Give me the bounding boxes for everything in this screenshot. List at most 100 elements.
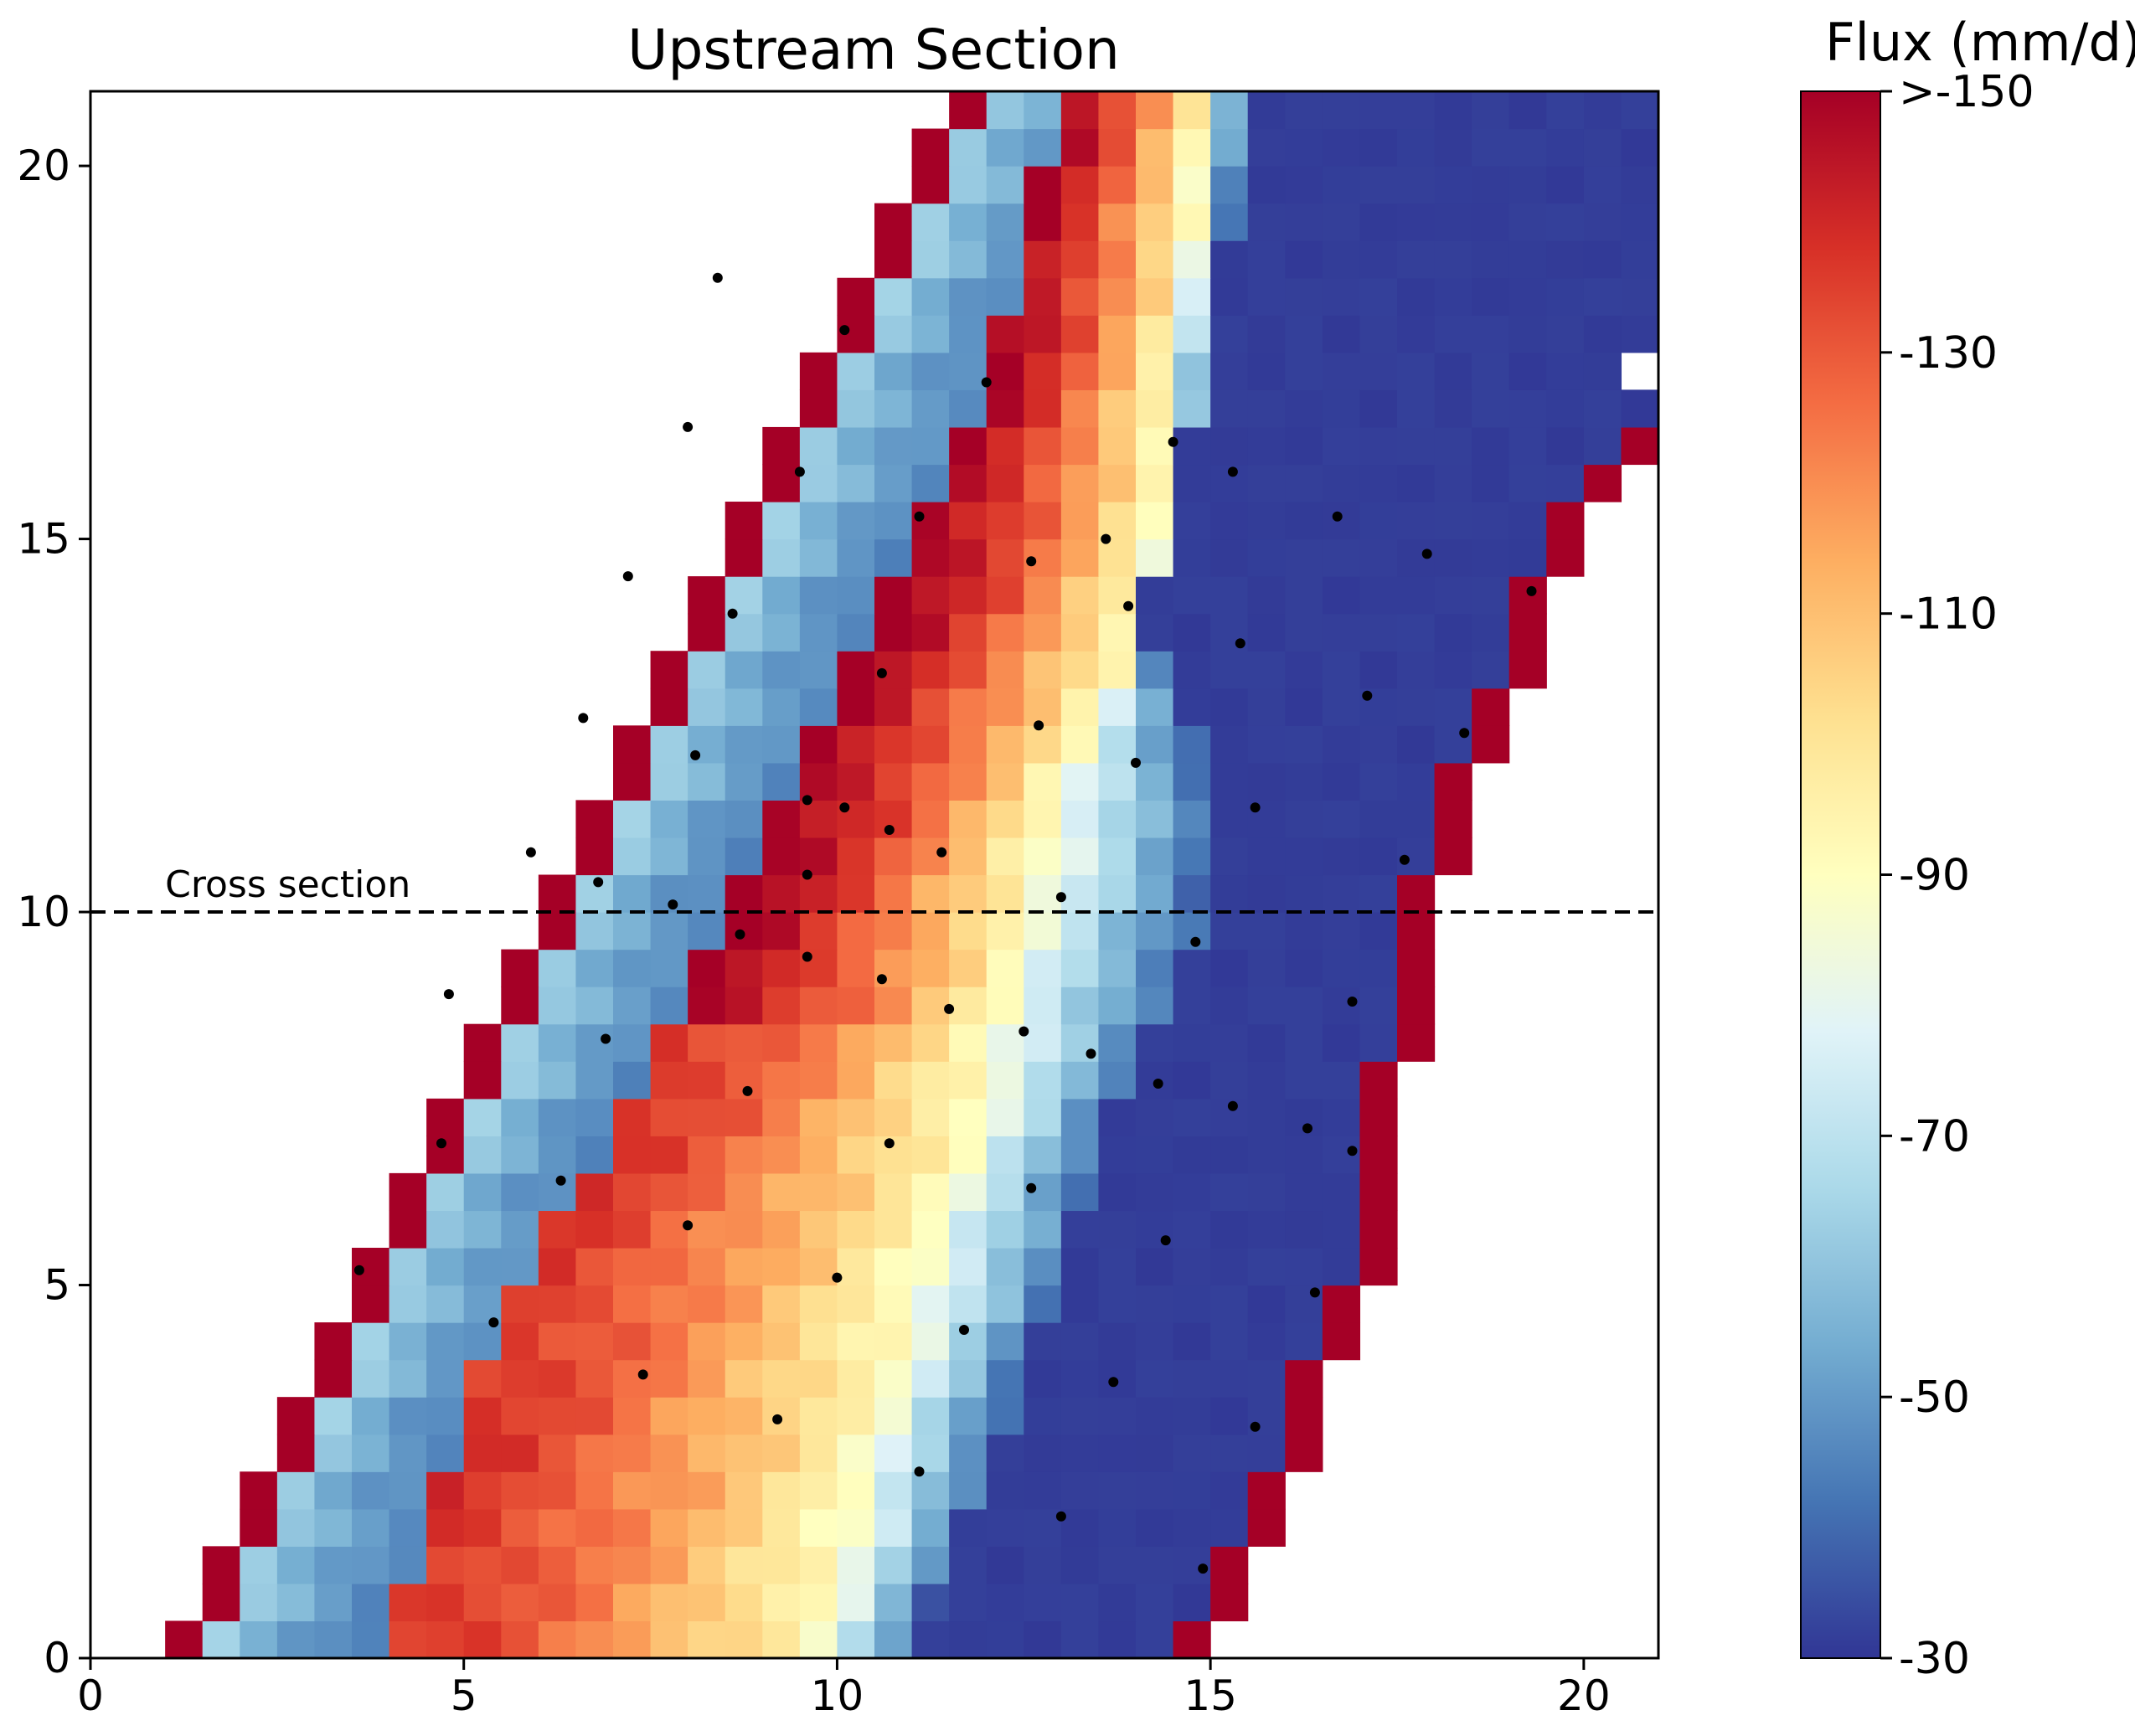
heatmap-cell — [762, 688, 801, 726]
heatmap-cell — [1285, 1023, 1323, 1062]
heatmap-cell — [352, 1471, 390, 1510]
heatmap-cell — [1621, 166, 1659, 204]
heatmap-cell — [949, 1136, 988, 1174]
heatmap-cell — [1024, 464, 1062, 502]
heatmap-cell — [837, 464, 875, 502]
heatmap-cell — [688, 800, 726, 838]
heatmap-cell — [1247, 502, 1286, 540]
heatmap-cell — [1285, 651, 1323, 689]
heatmap-cell — [911, 576, 950, 615]
heatmap-cell — [501, 1210, 539, 1249]
x-tick-label: 10 — [811, 1672, 864, 1720]
heatmap-cell — [1322, 874, 1361, 913]
heatmap-cell — [650, 1136, 688, 1174]
heatmap-cell — [1060, 725, 1100, 764]
heatmap-cell — [501, 1098, 539, 1136]
heatmap-cell — [1024, 1210, 1062, 1249]
heatmap-cell — [1472, 91, 1510, 130]
heatmap-cell — [1098, 1247, 1137, 1286]
heatmap-cell — [1098, 1322, 1137, 1361]
heatmap-cell — [949, 762, 988, 801]
heatmap-cell — [911, 166, 950, 204]
heatmap-cell — [1322, 725, 1361, 764]
heatmap-cell — [165, 1620, 204, 1659]
heatmap-cell — [463, 1434, 502, 1472]
heatmap-cell — [1173, 315, 1211, 353]
scatter-point — [1235, 638, 1245, 649]
heatmap-cell — [725, 1023, 763, 1062]
heatmap-cell — [688, 1583, 726, 1622]
heatmap-cell — [575, 1620, 614, 1659]
heatmap-cell — [538, 1098, 577, 1136]
heatmap-cell — [1024, 1285, 1062, 1323]
heatmap-cell — [1098, 912, 1137, 950]
heatmap-cell — [1359, 315, 1398, 353]
heatmap-cell — [762, 613, 801, 652]
heatmap-cell — [463, 1620, 502, 1659]
scatter-point — [353, 1265, 364, 1275]
heatmap-cell — [426, 1397, 465, 1435]
heatmap-cell — [911, 1583, 950, 1622]
heatmap-cell — [1136, 1172, 1174, 1212]
heatmap-cell — [650, 1098, 688, 1136]
heatmap-cell — [1098, 613, 1137, 652]
heatmap-cell — [1397, 128, 1436, 167]
heatmap-cell — [986, 389, 1024, 428]
heatmap-cell — [1060, 315, 1100, 353]
heatmap-cell — [986, 1471, 1024, 1510]
heatmap-cell — [986, 464, 1024, 502]
heatmap-cell — [725, 688, 763, 726]
heatmap-cell — [1098, 1583, 1137, 1622]
heatmap-cell — [949, 725, 988, 764]
heatmap-cell — [1247, 1434, 1286, 1472]
heatmap-cell — [1285, 576, 1323, 615]
heatmap-cell — [1583, 203, 1622, 241]
heatmap-cell — [949, 1061, 988, 1100]
heatmap-cell — [1098, 1210, 1137, 1249]
heatmap-cell — [725, 613, 763, 652]
colorbar-tick-label: -110 — [1899, 590, 1998, 640]
scatter-point — [683, 1220, 694, 1231]
scatter-point — [839, 802, 850, 813]
heatmap-cell — [1247, 240, 1286, 279]
heatmap-cell — [389, 1434, 427, 1472]
heatmap-cell — [1322, 1061, 1361, 1100]
heatmap-cell — [911, 240, 950, 279]
heatmap-cell — [463, 1397, 502, 1435]
heatmap-cell — [1210, 1285, 1249, 1323]
heatmap-cell — [1098, 315, 1137, 353]
heatmap-cell — [874, 315, 913, 353]
heatmap-cell — [911, 1546, 950, 1584]
heatmap-cell — [276, 1397, 316, 1435]
heatmap-cell — [762, 1322, 801, 1361]
heatmap-cell — [688, 1210, 726, 1249]
heatmap-cell — [314, 1546, 353, 1584]
heatmap-cell — [1285, 874, 1323, 913]
heatmap-cell — [949, 166, 988, 204]
heatmap-cell — [986, 1061, 1024, 1100]
heatmap-cell — [538, 1620, 577, 1659]
heatmap-cell — [1508, 240, 1547, 279]
heatmap-cell — [575, 1172, 614, 1212]
heatmap-cell — [538, 1471, 577, 1510]
heatmap-cell — [949, 1285, 988, 1323]
heatmap-cell — [1359, 800, 1398, 838]
heatmap-cell — [1247, 837, 1286, 876]
heatmap-cell — [1024, 1023, 1062, 1062]
heatmap-cell — [426, 1210, 465, 1249]
heatmap-cell — [1136, 1397, 1174, 1435]
heatmap-cell — [1024, 1061, 1062, 1100]
heatmap-cell — [1359, 240, 1398, 279]
heatmap-cell — [1472, 613, 1510, 652]
heatmap-cell — [874, 1247, 913, 1286]
heatmap-cell — [1136, 1098, 1174, 1136]
heatmap-cell — [1285, 912, 1323, 950]
heatmap-cell — [1621, 426, 1659, 466]
heatmap-cell — [1210, 576, 1249, 615]
heatmap-cell — [1247, 874, 1286, 913]
heatmap-cell — [1285, 725, 1323, 764]
heatmap-cell — [1173, 576, 1211, 615]
heatmap-cell — [1136, 1285, 1174, 1323]
heatmap-cell — [1210, 949, 1249, 987]
heatmap-cell — [986, 651, 1024, 689]
